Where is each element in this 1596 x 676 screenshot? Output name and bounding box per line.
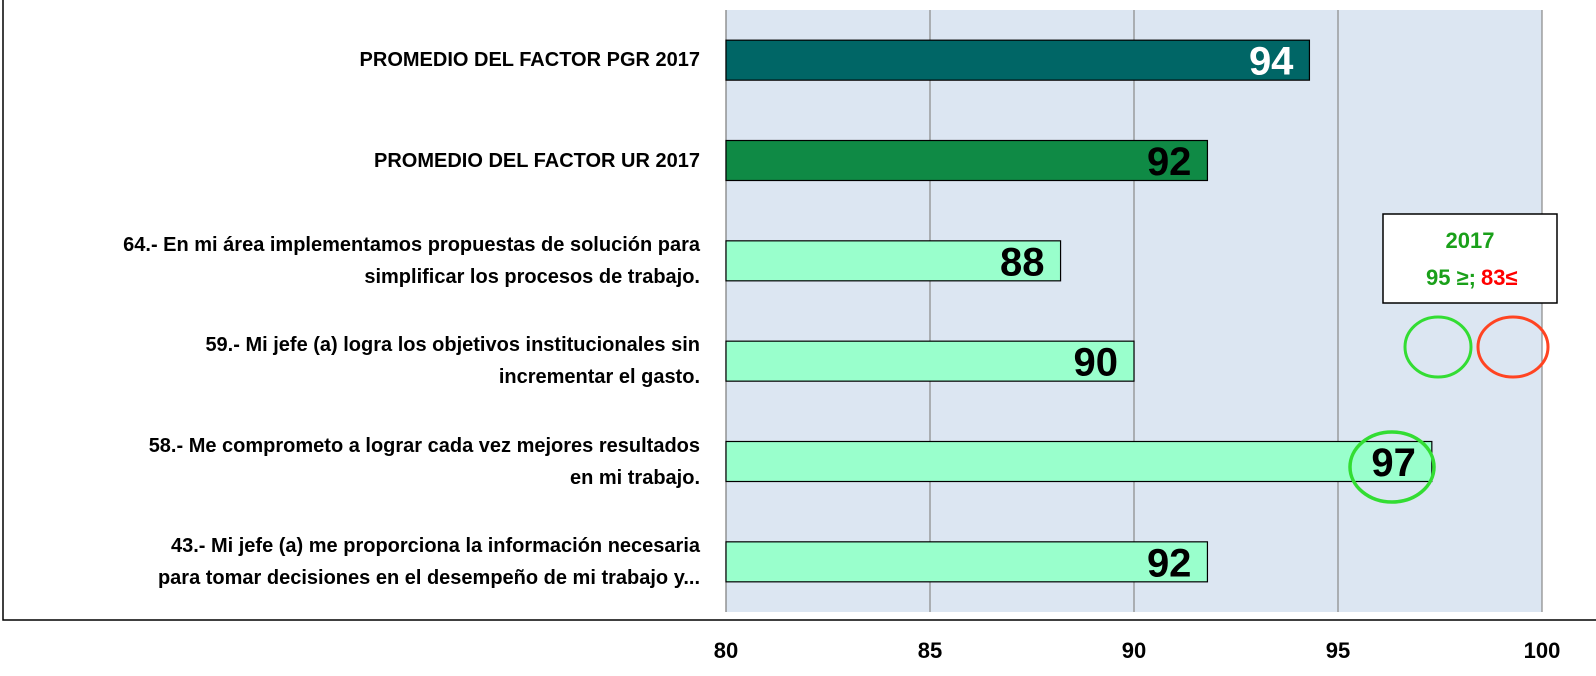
value-label: 92 (1147, 541, 1192, 585)
x-tick-label: 80 (714, 638, 738, 663)
bar (725, 39, 1311, 81)
category-label: PROMEDIO DEL FACTOR PGR 2017 (359, 49, 700, 72)
legend-high: 95 ≥; (1426, 265, 1476, 290)
value-label: 88 (1000, 240, 1045, 284)
bar (725, 139, 1209, 182)
value-label: 94 (1249, 40, 1294, 84)
x-tick-label: 85 (918, 638, 942, 663)
category-label: PROMEDIO DEL FACTOR UR 2017 (374, 149, 700, 172)
bar (725, 240, 1062, 282)
bar (725, 340, 1135, 382)
category-label: 59.- Mi jefe (a) logra los objetivos ins… (205, 334, 700, 389)
category-label: 64.- En mi área implementamos propuestas… (123, 233, 700, 288)
frame (2, 0, 1596, 621)
category-label: 58.- Me comprometo a lograr cada vez mej… (148, 434, 700, 489)
legend-title: 2017 (1446, 228, 1495, 253)
x-tick-label: 90 (1122, 638, 1146, 663)
x-tick-label: 100 (1524, 638, 1561, 663)
bar (725, 541, 1209, 583)
x-tick-label: 95 (1326, 638, 1350, 663)
legend-low-circle (1476, 315, 1550, 379)
value-label: 92 (1147, 140, 1192, 184)
value-label: 90 (1074, 341, 1119, 385)
category-label: 43.- Mi jefe (a) me proporciona la infor… (157, 534, 700, 589)
legend-low: 83≤ (1481, 265, 1518, 290)
value-label: 97 (1371, 441, 1416, 485)
legend-box (1382, 213, 1558, 304)
highlight-circle (1348, 430, 1436, 504)
legend-high-circle (1403, 315, 1473, 379)
bar (725, 440, 1433, 483)
